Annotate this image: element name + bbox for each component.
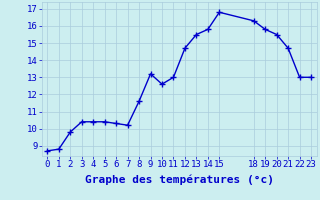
X-axis label: Graphe des températures (°c): Graphe des températures (°c) (85, 175, 274, 185)
